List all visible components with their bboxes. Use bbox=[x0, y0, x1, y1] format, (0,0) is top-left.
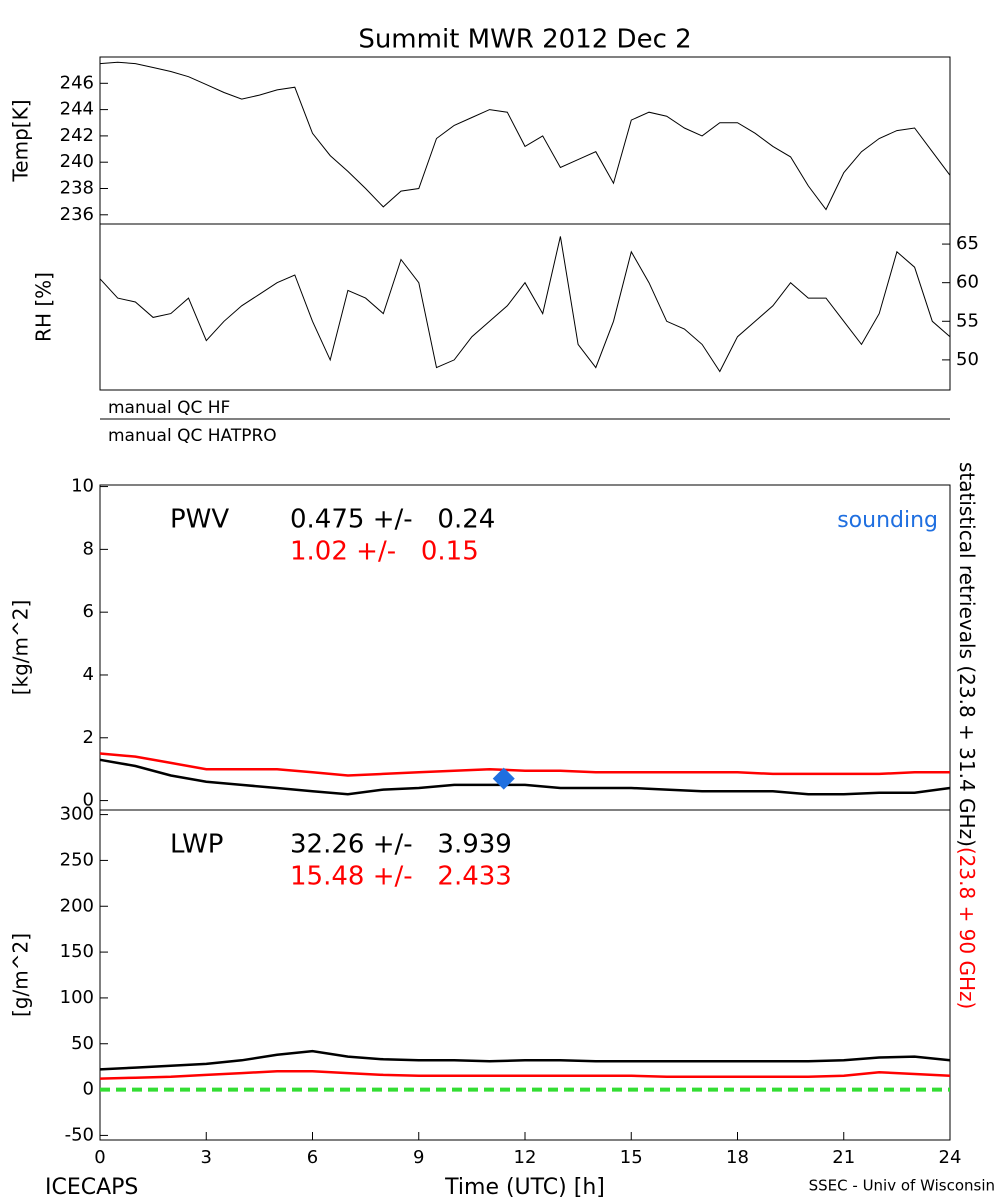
y-tick-label: 150 bbox=[60, 941, 94, 962]
y-axis-label: Temp[K] bbox=[9, 99, 33, 182]
legend-label: sounding bbox=[837, 508, 938, 533]
y-tick-label: 0 bbox=[83, 790, 94, 811]
y-tick-label: 55 bbox=[956, 310, 979, 331]
y-tick-label: 238 bbox=[60, 177, 94, 198]
annotation: PWV bbox=[170, 505, 229, 535]
plot-frame bbox=[99, 223, 951, 391]
annotation: LWP bbox=[170, 830, 224, 860]
y-tick-label: 246 bbox=[60, 72, 94, 93]
y-tick-label: 0 bbox=[83, 1079, 94, 1100]
qc-label: manual QC HF bbox=[108, 398, 230, 418]
chart-title: Summit MWR 2012 Dec 2 bbox=[358, 25, 691, 55]
y-axis-label: RH [%] bbox=[32, 272, 56, 342]
side-label-part: statistical retrievals (23.8 + 31.4 GHz) bbox=[956, 462, 980, 847]
sounding-marker bbox=[492, 767, 515, 790]
annotation: 15.48 +/- 2.433 bbox=[290, 862, 512, 892]
y-tick-label: 50 bbox=[71, 1033, 94, 1054]
x-tick-label: 6 bbox=[307, 1147, 318, 1168]
x-tick-label: 15 bbox=[620, 1147, 643, 1168]
y-tick-label: -50 bbox=[65, 1124, 94, 1145]
x-tick-label: 18 bbox=[726, 1147, 749, 1168]
line-series bbox=[99, 236, 951, 373]
y-tick-label: 236 bbox=[60, 204, 94, 225]
x-tick-label: 21 bbox=[832, 1147, 855, 1168]
footer-right: SSEC - Univ of Wisconsin bbox=[809, 1177, 995, 1195]
footer-left: ICECAPS bbox=[45, 1175, 138, 1200]
line-series bbox=[99, 1070, 951, 1080]
y-tick-label: 300 bbox=[60, 804, 94, 825]
annotation: 1.02 +/- 0.15 bbox=[290, 537, 479, 567]
y-tick-label: 10 bbox=[71, 476, 94, 497]
y-tick-label: 2 bbox=[83, 727, 94, 748]
annotation: 32.26 +/- 3.939 bbox=[290, 830, 512, 860]
side-label: statistical retrievals (23.8 + 31.4 GHz)… bbox=[956, 462, 980, 1009]
line-series bbox=[99, 1049, 951, 1071]
side-label-part: (23.8 + 90 GHz) bbox=[956, 847, 980, 1009]
line-series bbox=[99, 61, 951, 211]
y-tick-label: 6 bbox=[83, 601, 94, 622]
y-axis-label: [g/m^2] bbox=[9, 933, 33, 1017]
y-tick-label: 100 bbox=[60, 987, 94, 1008]
y-tick-label: 240 bbox=[60, 151, 94, 172]
y-tick-label: 50 bbox=[956, 349, 979, 370]
y-tick-label: 242 bbox=[60, 125, 94, 146]
x-tick-label: 24 bbox=[939, 1147, 962, 1168]
annotation: 0.475 +/- 0.24 bbox=[290, 505, 495, 535]
y-axis-label: [kg/m^2] bbox=[9, 600, 33, 696]
y-tick-label: 60 bbox=[956, 272, 979, 293]
x-tick-label: 12 bbox=[514, 1147, 537, 1168]
x-tick-label: 0 bbox=[94, 1147, 105, 1168]
x-tick-label: 3 bbox=[201, 1147, 212, 1168]
y-tick-label: 8 bbox=[83, 538, 94, 559]
y-tick-label: 244 bbox=[60, 99, 94, 120]
y-tick-label: 4 bbox=[83, 664, 94, 685]
y-tick-label: 65 bbox=[956, 233, 979, 254]
y-tick-label: 200 bbox=[60, 895, 94, 916]
x-axis-label: Time (UTC) [h] bbox=[444, 1175, 605, 1200]
line-series bbox=[99, 758, 951, 796]
line-series bbox=[99, 752, 950, 777]
x-tick-label: 9 bbox=[413, 1147, 424, 1168]
y-tick-label: 250 bbox=[60, 849, 94, 870]
qc-label: manual QC HATPRO bbox=[108, 426, 277, 446]
